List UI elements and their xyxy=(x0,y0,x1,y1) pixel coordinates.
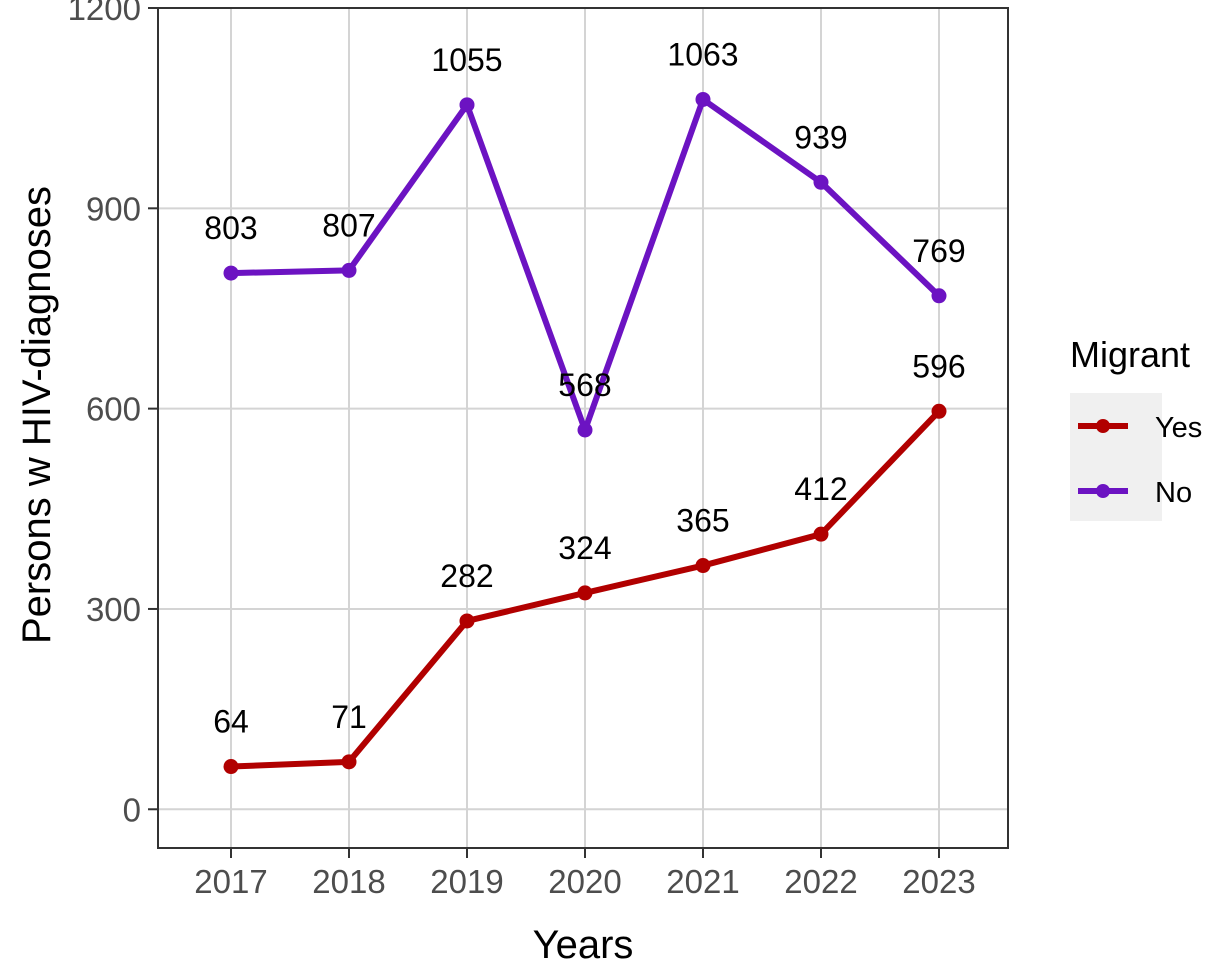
legend-key-background xyxy=(1070,393,1162,521)
y-tick-label-600: 600 xyxy=(86,391,141,428)
legend-title: Migrant xyxy=(1070,334,1190,375)
plot-border xyxy=(157,7,1009,849)
data-label-yes-2019: 282 xyxy=(440,558,493,594)
data-point-yes-2017 xyxy=(223,759,239,775)
series-layer xyxy=(223,91,947,775)
data-label-no-2018: 807 xyxy=(322,207,375,243)
data-label-yes-2020: 324 xyxy=(558,530,611,566)
x-tick-label-2019: 2019 xyxy=(430,863,503,900)
legend-key-no-marker xyxy=(1096,484,1110,498)
x-tick-label-2020: 2020 xyxy=(548,863,621,900)
data-point-no-2023 xyxy=(931,288,947,304)
data-point-yes-2019 xyxy=(459,613,475,629)
data-point-yes-2021 xyxy=(695,558,711,574)
x-tick-label-2018: 2018 xyxy=(312,863,385,900)
x-axis-title: Years xyxy=(533,923,634,966)
data-label-no-2017: 803 xyxy=(204,210,257,246)
data-label-no-2020: 568 xyxy=(558,367,611,403)
x-tick-label-2017: 2017 xyxy=(194,863,267,900)
data-point-no-2020 xyxy=(577,422,593,438)
data-label-yes-2018: 71 xyxy=(331,699,367,735)
y-tick-label-0: 0 xyxy=(123,791,141,828)
x-tick-label-2021: 2021 xyxy=(666,863,739,900)
y-tick-label-300: 300 xyxy=(86,591,141,628)
data-point-no-2021 xyxy=(695,91,711,107)
data-label-no-2019: 1055 xyxy=(431,42,502,78)
data-label-no-2021: 1063 xyxy=(667,36,738,72)
data-label-yes-2021: 365 xyxy=(676,503,729,539)
data-label-no-2023: 769 xyxy=(912,233,965,269)
data-point-no-2019 xyxy=(459,97,475,113)
data-point-yes-2023 xyxy=(931,403,947,419)
legend: Migrant Yes No xyxy=(1070,334,1202,521)
data-label-yes-2017: 64 xyxy=(213,704,249,740)
data-point-yes-2022 xyxy=(813,526,829,542)
data-point-yes-2020 xyxy=(577,585,593,601)
x-tick-label-2023: 2023 xyxy=(902,863,975,900)
x-axis-ticks: 2017 2018 2019 2020 2021 2022 2023 xyxy=(194,848,976,900)
data-labels: 64 71 282 324 365 412 596 803 807 1055 568 1063 939 7… xyxy=(204,36,965,739)
y-axis-title: Persons w HIV-diagnoses xyxy=(15,186,59,644)
y-tick-label-900: 900 xyxy=(86,190,141,227)
x-tick-label-2022: 2022 xyxy=(784,863,857,900)
legend-label-yes: Yes xyxy=(1155,412,1202,444)
data-label-yes-2022: 412 xyxy=(794,471,847,507)
legend-key-yes-marker xyxy=(1096,419,1110,433)
vertical-gridlines xyxy=(230,8,940,848)
legend-label-no: No xyxy=(1155,477,1192,509)
y-tick-label-1200: 1200 xyxy=(68,0,141,27)
data-point-no-2017 xyxy=(223,265,239,281)
y-axis-ticks: 0 300 600 900 1200 xyxy=(68,0,158,828)
data-point-no-2018 xyxy=(341,262,357,278)
data-label-no-2022: 939 xyxy=(794,119,847,155)
data-label-yes-2023: 596 xyxy=(912,348,965,384)
data-point-no-2022 xyxy=(813,174,829,190)
data-point-yes-2018 xyxy=(341,754,357,770)
